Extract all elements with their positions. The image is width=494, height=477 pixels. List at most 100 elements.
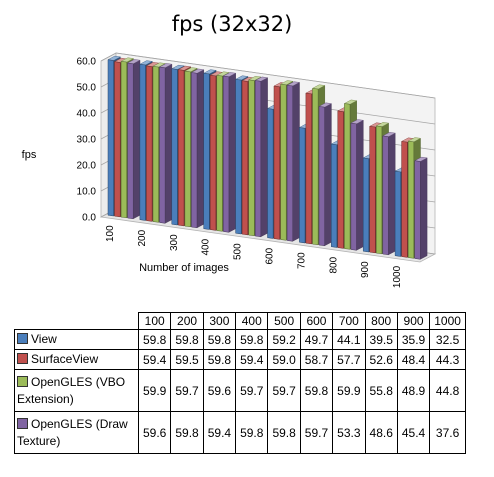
table-cell: 59.6 [202,369,237,412]
y-tick-label: 40.0 [77,109,97,120]
table-cell: 48.4 [396,349,431,370]
table-cell: 59.7 [267,369,301,412]
table-cell: 59.8 [170,329,204,350]
table-cell: 59.6 [137,411,172,454]
table-header-cell: 100 [137,312,172,330]
table-header-cell: 300 [202,312,237,330]
table-cell: 37.6 [429,411,466,454]
table-cell: 48.9 [396,369,431,412]
bar [286,81,301,242]
x-tick-label: 200 [137,229,148,246]
series-label: OpenGLES (VBO Extension) [17,374,126,406]
bar [158,63,173,224]
series-label: SurfaceView [31,352,99,366]
table-cell: 59.8 [202,349,237,370]
x-tick-label: 1000 [392,265,403,288]
legend-swatch [17,375,28,387]
bar [318,102,333,247]
bar [254,76,269,238]
x-tick-label: 400 [201,238,212,255]
x-axis-label: Number of images [139,262,229,274]
x-tick-label: 500 [233,243,244,260]
table-header-cell: 700 [332,312,366,330]
x-tick-label: 700 [296,252,307,269]
table-cell: 59.7 [235,369,269,412]
bars [107,55,428,260]
table-corner-cell [14,312,139,330]
table-header-cell: 900 [396,312,431,330]
x-tick-labels: 100 200 300 400 500 600 700 800 900 1000 [105,225,403,288]
series-label-cell: OpenGLES (VBO Extension) [14,369,139,412]
y-tick-label: 10.0 [77,187,97,198]
table-row: OpenGLES (Draw Texture) 59.6 59.8 59.4 59.8 5… [14,411,466,454]
table-cell: 35.9 [396,329,431,350]
legend-swatch [17,417,28,429]
legend-swatch [17,353,28,364]
table-header-cell: 200 [170,312,204,330]
bar [382,132,396,256]
table-header-cell: 400 [235,312,269,330]
table-cell: 39.5 [364,329,398,350]
table-cell: 59.9 [332,369,366,412]
table-cell: 44.3 [429,349,466,370]
table-header-row: 100 200 300 400 500 600 700 800 900 1000 [14,312,466,330]
table-row: View 59.8 59.8 59.8 59.8 59.2 49.7 44.1 39.5 35.9… [14,329,466,350]
y-tick-label: 0.0 [82,213,96,224]
bar [414,156,428,260]
chart-title: fps (32x32) [172,12,293,36]
table-cell: 59.2 [267,329,301,350]
table-cell: 49.7 [299,329,334,350]
x-tick-label: 600 [264,247,275,264]
table-cell: 44.8 [429,369,466,412]
table-cell: 59.8 [267,411,301,454]
table-cell: 48.6 [364,411,398,454]
x-tick-label: 900 [360,261,371,278]
gridline [100,52,436,99]
series-label: OpenGLES (Draw Texture) [17,416,128,448]
y-tick-label: 30.0 [77,135,97,146]
table-cell: 45.4 [396,411,431,454]
table-cell: 57.7 [332,349,366,370]
bar [222,72,237,233]
table-row: OpenGLES (VBO Extension) 59.9 59.7 59.6 59.7… [14,369,466,412]
x-tick-label: 800 [328,256,339,273]
bar [126,59,141,220]
y-tick-labels: 0.0 10.0 20.0 30.0 40.0 50.0 60.0 [77,57,97,224]
series-label: View [31,332,57,346]
bar [350,119,364,251]
series-label-cell: SurfaceView [14,349,139,370]
table-header-cell: 600 [299,312,334,330]
table-cell: 32.5 [429,329,466,350]
table-cell: 59.4 [235,349,269,370]
table-cell: 59.8 [202,329,237,350]
table-row: SurfaceView 59.4 59.5 59.8 59.4 59.0 58.7 57.7 5… [14,349,466,370]
table-cell: 59.8 [137,329,172,350]
table-cell: 44.1 [332,329,366,350]
table-cell: 59.4 [202,411,237,454]
y-axis-label: fps [22,149,37,161]
table-cell: 59.0 [267,349,301,370]
table-header-cell: 800 [364,312,398,330]
table-cell: 59.4 [137,349,172,370]
table-cell: 59.9 [137,369,172,412]
x-tick-label: 100 [105,225,116,242]
legend-swatch [17,333,28,344]
table-header-cell: 500 [267,312,301,330]
series-label-cell: OpenGLES (Draw Texture) [14,411,139,454]
y-tick-label: 60.0 [77,57,97,68]
table-header-cell: 1000 [429,312,466,330]
chart-plot: fps (32x32) fps Number of images 0.0 10.0… [22,12,437,288]
x-tick-label: 300 [169,234,180,251]
table-cell: 59.7 [299,411,334,454]
y-tick-label: 20.0 [77,161,97,172]
table-cell: 58.7 [299,349,334,370]
table-cell: 59.8 [170,411,204,454]
y-tick-label: 50.0 [77,83,97,94]
series-label-cell: View [14,329,139,350]
table-cell: 59.8 [235,329,269,350]
table-cell: 59.7 [170,369,204,412]
table-cell: 52.6 [364,349,398,370]
data-table: 100 200 300 400 500 600 700 800 900 1000 View 59.8… [14,312,466,454]
bar [190,68,205,229]
